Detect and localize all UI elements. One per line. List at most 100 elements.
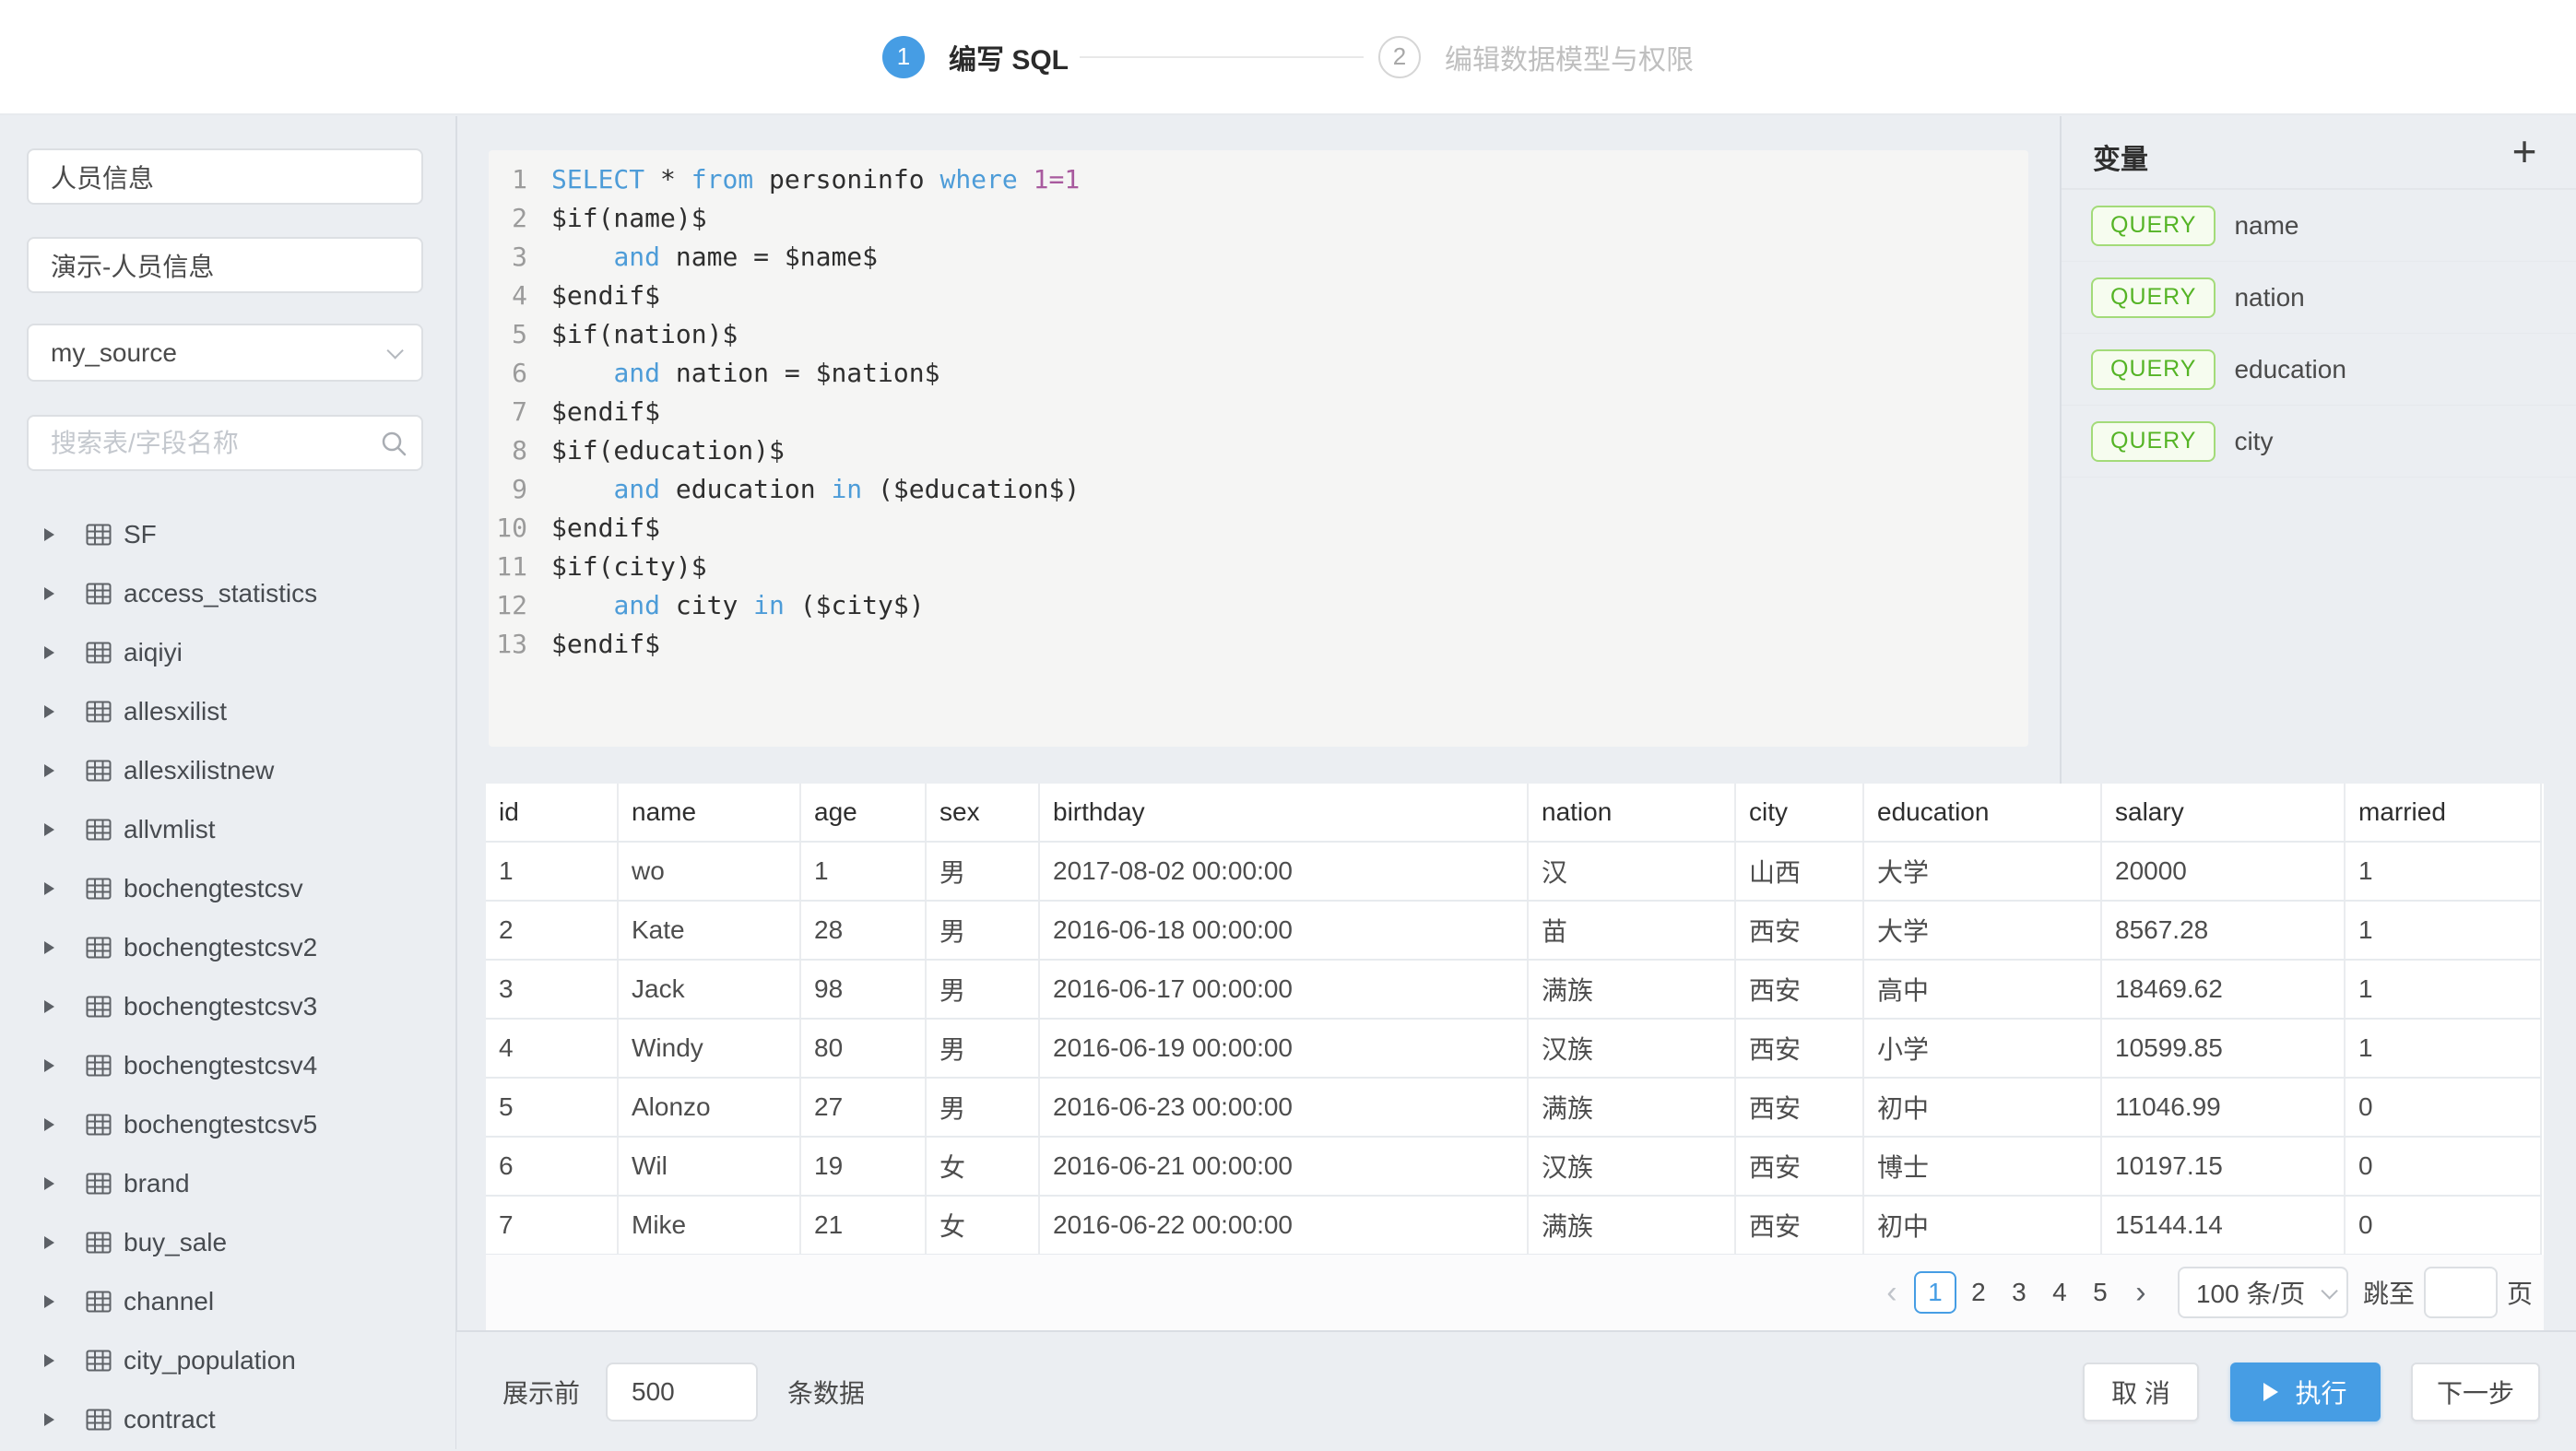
step-1-indicator[interactable]: 1 xyxy=(881,35,925,78)
sidebar-table-bochengtestcsv3[interactable]: bochengtestcsv3 xyxy=(0,977,455,1036)
step-2-indicator[interactable]: 2 xyxy=(1378,35,1421,78)
line-number: 2 xyxy=(512,203,527,233)
caret-right-icon[interactable] xyxy=(44,1118,54,1131)
sidebar-table-allesxilist[interactable]: allesxilist xyxy=(0,682,455,741)
sidebar-table-brand[interactable]: brand xyxy=(0,1154,455,1213)
page-size-select[interactable]: 100 条/页 xyxy=(2177,1267,2348,1318)
caret-right-icon[interactable] xyxy=(44,1000,54,1013)
table-name-label: buy_sale xyxy=(124,1228,228,1256)
caret-right-icon[interactable] xyxy=(44,1236,54,1249)
variable-row-name[interactable]: QUERY name xyxy=(2062,190,2576,262)
caret-right-icon[interactable] xyxy=(44,705,54,718)
table-icon xyxy=(86,524,112,546)
table-cell: 苗 xyxy=(1528,901,1736,961)
table-icon xyxy=(86,1350,112,1372)
page-button-4[interactable]: 4 xyxy=(2052,1278,2067,1306)
play-icon xyxy=(2263,1382,2279,1401)
table-cell: 初中 xyxy=(1863,1196,2102,1256)
caret-right-icon[interactable] xyxy=(44,646,54,659)
sidebar-table-allvmlist[interactable]: allvmlist xyxy=(0,800,455,859)
table-cell: 0 xyxy=(2345,1137,2542,1197)
next-step-button[interactable]: 下一步 xyxy=(2411,1362,2540,1422)
page-button-1[interactable]: 1 xyxy=(1913,1271,1956,1314)
next-step-button-label: 下一步 xyxy=(2436,1378,2514,1408)
sidebar-table-bochengtestcsv4[interactable]: bochengtestcsv4 xyxy=(0,1036,455,1095)
execute-button[interactable]: 执行 xyxy=(2230,1362,2381,1422)
step-2-number: 2 xyxy=(1392,42,1407,70)
code-line-3: 3 and name = $name$ xyxy=(489,238,2028,277)
page-button-2[interactable]: 2 xyxy=(1971,1278,1986,1306)
table-name-label: allesxilistnew xyxy=(124,756,275,784)
table-cell: 男 xyxy=(926,842,1040,902)
sidebar-table-SF[interactable]: SF xyxy=(0,505,455,564)
variable-row-city[interactable]: QUERY city xyxy=(2062,406,2576,478)
data-source-select[interactable]: my_source xyxy=(27,324,423,382)
caret-right-icon[interactable] xyxy=(44,882,54,895)
variable-type-badge: QUERY xyxy=(2091,420,2216,462)
bottom-action-bar: 展示前 条数据 取 消 执行 下一步 xyxy=(456,1330,2576,1449)
sidebar-table-bochengtestcsv2[interactable]: bochengtestcsv2 xyxy=(0,918,455,977)
table-cell: 男 xyxy=(926,1078,1040,1138)
line-number: 13 xyxy=(496,629,527,659)
column-header-education: education xyxy=(1863,784,2102,843)
previous-page-button[interactable]: ‹ xyxy=(1886,1274,1897,1310)
code-line-8: 8 $if(education)$ xyxy=(489,431,2028,470)
sidebar-table-buy_sale[interactable]: buy_sale xyxy=(0,1213,455,1272)
caret-right-icon[interactable] xyxy=(44,1059,54,1072)
table-search-input[interactable] xyxy=(27,415,423,471)
caret-right-icon[interactable] xyxy=(44,1295,54,1308)
add-variable-button[interactable]: + xyxy=(2497,124,2552,179)
app-header: 1 编写 SQL 2 编辑数据模型与权限 xyxy=(0,0,2576,115)
table-cell: 大学 xyxy=(1863,842,2102,902)
sidebar-table-city_population[interactable]: city_population xyxy=(0,1331,455,1390)
caret-right-icon[interactable] xyxy=(44,823,54,836)
caret-right-icon[interactable] xyxy=(44,1177,54,1190)
caret-right-icon[interactable] xyxy=(44,587,54,600)
sidebar-table-allesxilistnew[interactable]: allesxilistnew xyxy=(0,741,455,800)
table-cell: 8567.28 xyxy=(2101,901,2346,961)
line-number: 11 xyxy=(496,551,527,582)
code-text: $endif$ xyxy=(551,396,661,427)
sql-editor[interactable]: 1 SELECT * from personinfo where 1=1 2 $if(… xyxy=(489,150,2028,747)
page-button-3[interactable]: 3 xyxy=(2012,1278,2027,1306)
table-cell: 2016-06-22 00:00:00 xyxy=(1039,1196,1529,1256)
table-name-label: bochengtestcsv5 xyxy=(124,1110,318,1138)
sidebar-table-channel[interactable]: channel xyxy=(0,1272,455,1331)
sidebar-table-contract[interactable]: contract xyxy=(0,1390,455,1449)
line-number: 6 xyxy=(512,358,527,388)
sidebar-table-aiqiyi[interactable]: aiqiyi xyxy=(0,623,455,682)
table-cell: 7 xyxy=(486,1196,619,1256)
next-page-button[interactable]: › xyxy=(2135,1274,2146,1310)
column-header-age: age xyxy=(800,784,927,843)
sidebar-table-access_statistics[interactable]: access_statistics xyxy=(0,564,455,623)
cancel-button[interactable]: 取 消 xyxy=(2083,1362,2199,1422)
column-header-salary: salary xyxy=(2101,784,2346,843)
cancel-button-label: 取 消 xyxy=(2111,1378,2170,1408)
variable-name: nation xyxy=(2234,282,2305,312)
table-cell: 高中 xyxy=(1863,960,2102,1020)
table-cell: 20000 xyxy=(2101,842,2346,902)
code-line-9: 9 and education in ($education$) xyxy=(489,470,2028,509)
sidebar-table-bochengtestcsv5[interactable]: bochengtestcsv5 xyxy=(0,1095,455,1154)
dataset-name-input[interactable] xyxy=(27,148,423,205)
caret-right-icon[interactable] xyxy=(44,1354,54,1367)
variables-panel-divider xyxy=(2060,116,2062,1330)
variable-row-nation[interactable]: QUERY nation xyxy=(2062,262,2576,334)
row-limit-input[interactable] xyxy=(606,1362,759,1422)
page-button-5[interactable]: 5 xyxy=(2093,1278,2108,1306)
variable-row-education[interactable]: QUERY education xyxy=(2062,334,2576,406)
table-cell: 1 xyxy=(800,842,927,902)
jump-to-page-input[interactable] xyxy=(2423,1267,2498,1318)
caret-right-icon[interactable] xyxy=(44,764,54,777)
table-icon xyxy=(86,878,112,900)
line-number: 3 xyxy=(512,242,527,272)
sidebar-table-bochengtestcsv[interactable]: bochengtestcsv xyxy=(0,859,455,918)
caret-right-icon[interactable] xyxy=(44,528,54,541)
table-cell: 男 xyxy=(926,1019,1040,1079)
code-text: $if(education)$ xyxy=(551,435,785,466)
line-number: 12 xyxy=(496,590,527,620)
caret-right-icon[interactable] xyxy=(44,941,54,954)
dataset-display-name-input[interactable] xyxy=(27,237,423,293)
caret-right-icon[interactable] xyxy=(44,1413,54,1426)
code-line-1: 1 SELECT * from personinfo where 1=1 xyxy=(489,160,2028,199)
